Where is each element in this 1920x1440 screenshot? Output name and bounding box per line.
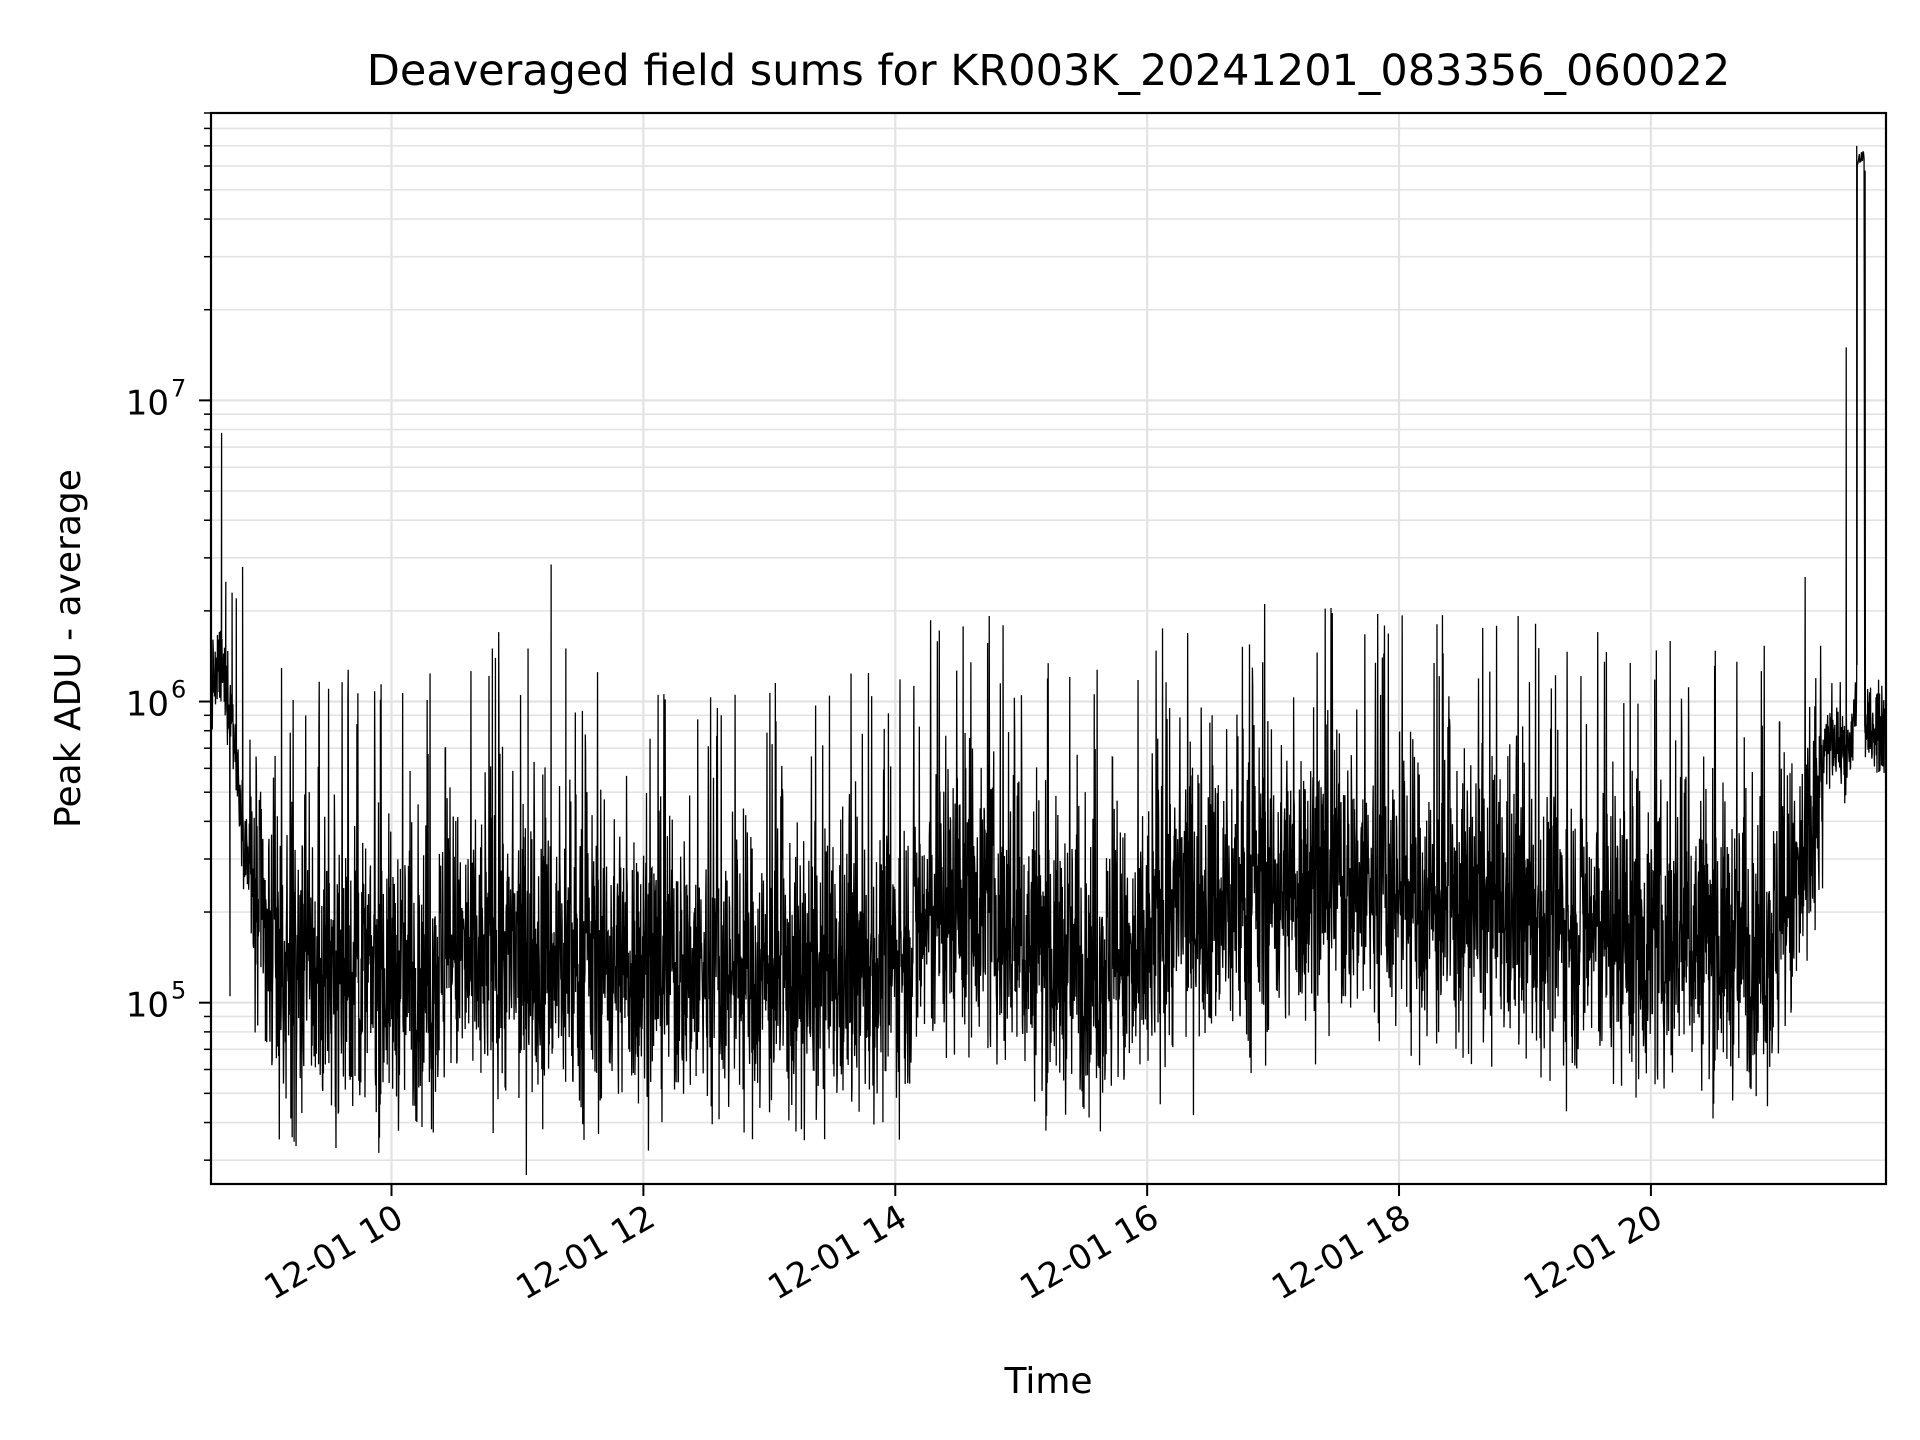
- y-tick-label: 10: [126, 383, 169, 423]
- y-tick-exponent: 5: [171, 977, 186, 1005]
- y-tick-exponent: 7: [171, 374, 186, 402]
- x-axis-label: Time: [1003, 1361, 1092, 1402]
- plot-area: [211, 145, 1886, 1176]
- series-layer: [211, 145, 1886, 1176]
- y-tick-label: 10: [126, 986, 169, 1026]
- y-tick-label: 10: [126, 685, 169, 725]
- series-line: [211, 145, 1886, 1176]
- y-axis-label: Peak ADU - average: [48, 469, 89, 828]
- y-tick-exponent: 6: [171, 676, 186, 704]
- chart-title: Deaveraged field sums for KR003K_2024120…: [367, 46, 1730, 96]
- plot-frame: [209, 111, 1888, 1186]
